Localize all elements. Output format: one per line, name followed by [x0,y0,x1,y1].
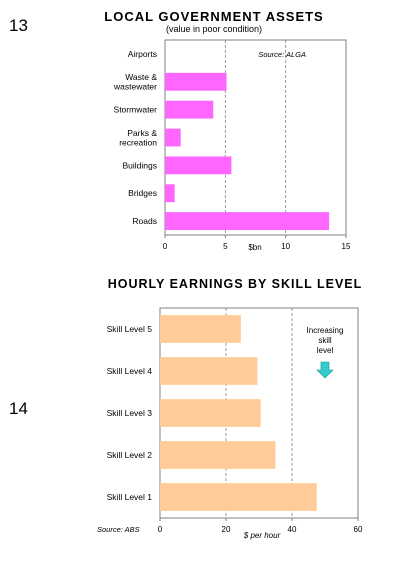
chart1-bar [165,100,214,119]
chart2-bar [160,357,258,385]
chart2-source: Source: ABS [97,525,140,534]
chart1-category-label: Buildings [123,160,158,170]
chart1-xlabel: $bn [248,243,261,252]
chart1-bar [165,156,232,175]
chart2-category-label: Skill Level 3 [107,408,153,418]
chart1-tick-label: 0 [163,242,168,251]
chart2-category-label: Skill Level 5 [107,324,153,334]
chart1-category-label: Waste & wastewater [113,72,157,92]
chart1-bar [165,212,330,230]
chart1-tick-label: 5 [223,242,228,251]
chart2-category-label: Skill Level 2 [107,450,153,460]
slide-number-13: 13 [9,16,28,35]
chart2-title: HOURLY EARNINGS BY SKILL LEVEL [107,277,363,291]
down-arrow-icon [316,361,334,379]
chart2-category-label: Skill Level 1 [107,492,153,502]
chart2-bar [160,441,276,469]
chart1-frame [164,39,347,236]
chart2-bar [160,483,317,511]
chart1-category-label: Airports [128,49,157,59]
chart2-xlabel: $ per hour [243,531,281,540]
chart2-tick-label: 40 [288,525,297,534]
chart1-category-label: Roads [132,216,157,226]
chart1-subtitle: (value in poor condition) [165,24,263,34]
chart1-bar [165,184,175,203]
chart1-category-label: Parks & recreation [119,128,157,148]
chart1-category-label: Stormwater [114,105,158,115]
chart1-tick-label: 10 [281,242,290,251]
chart2-tick-label: 60 [354,525,363,534]
chart2-category-label: Skill Level 4 [107,366,153,376]
chart1-category-label: Bridges [128,188,157,198]
chart2-bar [160,315,241,343]
chart1-source: Source: ALGA [258,50,306,59]
chart2-annotation: Increasing skill level [307,326,344,355]
slide-number-14: 14 [9,399,28,418]
chart2-tick-label: 20 [222,525,231,534]
chart2-bar [160,399,261,427]
chart1-bar [165,72,227,91]
chart1-title: LOCAL GOVERNMENT ASSETS [104,9,324,24]
chart1-tick-label: 15 [342,242,351,251]
chart2-tick-label: 0 [158,525,163,534]
chart1-bar [165,128,181,147]
